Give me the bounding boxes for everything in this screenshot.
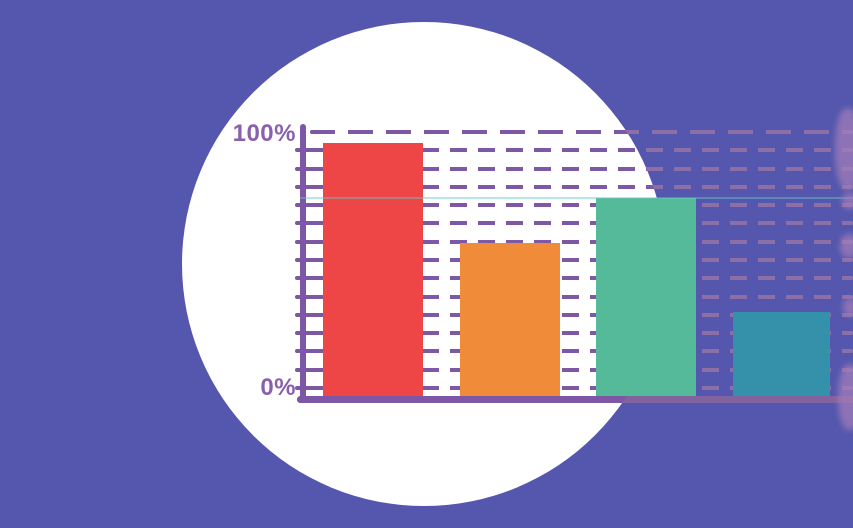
axis-tick xyxy=(295,386,312,390)
axis-tick xyxy=(295,184,312,189)
bar-4 xyxy=(733,311,830,396)
axis-tick xyxy=(295,331,312,336)
axis-tick xyxy=(295,239,312,244)
decoration-blob xyxy=(843,298,853,316)
axis-tick xyxy=(295,258,312,262)
axis-tick xyxy=(295,166,312,171)
y-axis xyxy=(300,124,306,403)
decoration-blob xyxy=(842,193,853,209)
gridline xyxy=(310,184,666,189)
axis-tick xyxy=(295,221,312,226)
axis-tick xyxy=(295,367,312,372)
gridline xyxy=(310,203,666,208)
axis-tick xyxy=(295,276,312,281)
gridline xyxy=(310,130,666,134)
decoration-blob xyxy=(838,364,853,430)
seam-highlight-line xyxy=(300,197,853,199)
axis-tick xyxy=(295,203,312,208)
white-circle-backdrop xyxy=(182,22,666,506)
decoration-blob xyxy=(840,234,853,258)
decoration-blob xyxy=(835,108,853,190)
axis-tick xyxy=(295,294,312,299)
gridline xyxy=(310,166,666,171)
axis-tick xyxy=(295,148,312,153)
bar-2 xyxy=(460,242,560,396)
bar-3 xyxy=(596,198,696,396)
gridline xyxy=(310,239,666,244)
ytick-label-100: 100% xyxy=(232,120,296,147)
gridline xyxy=(310,221,666,226)
bar-1 xyxy=(323,142,423,396)
gridline xyxy=(310,148,666,153)
x-axis xyxy=(297,396,666,403)
axis-tick xyxy=(295,312,312,317)
ytick-label-0: 0% xyxy=(260,374,296,401)
axis-tick xyxy=(295,349,312,354)
